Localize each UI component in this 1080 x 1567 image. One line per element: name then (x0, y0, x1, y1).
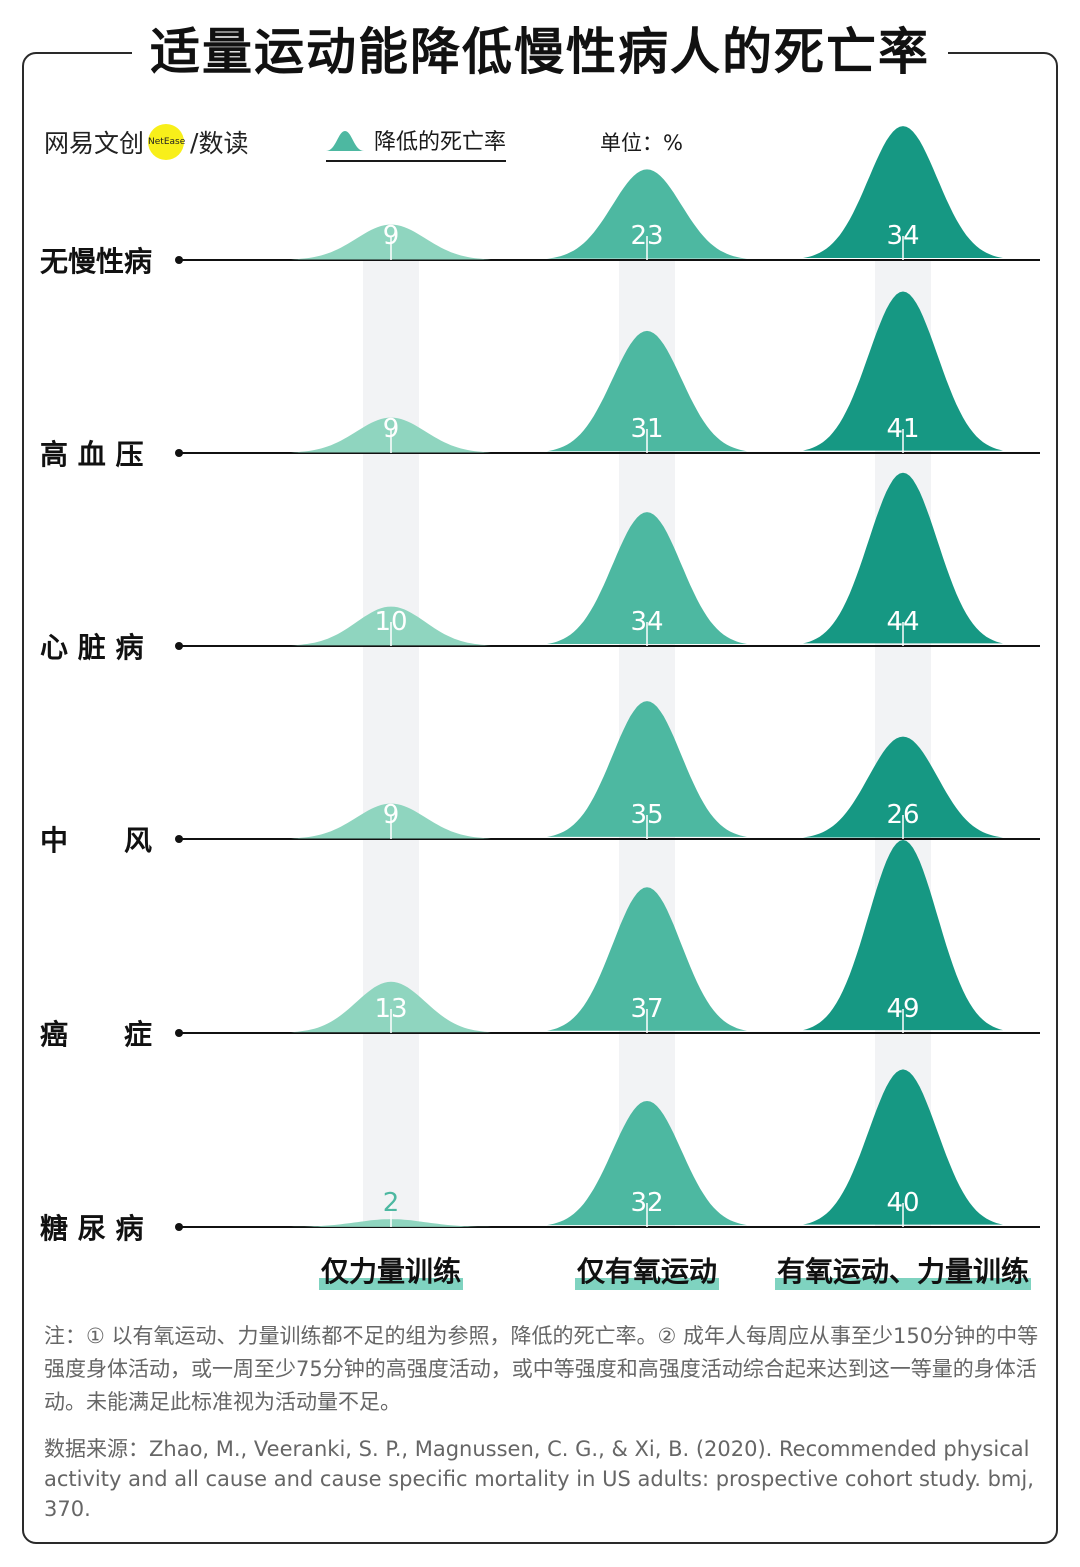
chart-title-wrap: 适量运动能降低慢性病人的死亡率 (0, 18, 1080, 86)
value-label: 9 (383, 414, 400, 444)
ridge-peak (803, 1069, 1003, 1225)
brand-left: 网易文创 (44, 129, 145, 158)
group-label: 仅有氧运动 (497, 1250, 797, 1290)
ridge-peak (803, 291, 1003, 451)
ridge-peak (547, 169, 747, 259)
data-source: 数据来源：Zhao, M., Veeranki, S. P., Magnusse… (44, 1437, 1034, 1521)
chart-notes: 注：① 以有氧运动、力量训练都不足的组为参照，降低的死亡率。② 成年人每周应从事… (44, 1324, 1039, 1414)
netease-badge: NetEase (148, 124, 185, 160)
ridgeline-chart: 无慢性病 9 23 34 高 血 压 9 31 41 心 脏 病 10 34 44 中 风 9 35 26 癌 … (40, 126, 1040, 1245)
unit-label: 单位：% (600, 131, 683, 155)
value-label: 9 (383, 221, 400, 251)
brand-right: 数读 (198, 129, 249, 158)
chart-title: 适量运动能降低慢性病人的死亡率 (132, 18, 948, 86)
value-label: 44 (886, 607, 919, 637)
value-label: 49 (886, 994, 919, 1024)
value-label: 40 (886, 1188, 919, 1218)
mountain-icon (326, 131, 364, 151)
value-label: 23 (630, 221, 663, 251)
column-band-1 (363, 260, 419, 1227)
category-label: 中 风 (40, 824, 152, 857)
brand-slash: / (190, 127, 199, 157)
value-label: 13 (374, 994, 407, 1024)
value-label: 26 (886, 800, 919, 830)
value-label: 41 (886, 414, 919, 444)
category-label: 高 血 压 (40, 438, 144, 471)
category-label: 心 脏 病 (40, 631, 144, 664)
category-label: 糖 尿 病 (40, 1212, 144, 1245)
ridge-peak (547, 1101, 747, 1226)
value-label: 35 (630, 800, 663, 830)
ridge-peak (547, 887, 747, 1031)
ridge-peak (803, 736, 1003, 838)
group-label-text: 仅力量训练 (318, 1250, 463, 1290)
ridge-peak (803, 472, 1003, 644)
ridge-peak (547, 701, 747, 837)
value-label: 34 (886, 221, 919, 251)
category-label: 无慢性病 (40, 245, 152, 278)
value-label: 2 (383, 1188, 400, 1218)
value-label: 32 (630, 1188, 663, 1218)
value-label: 31 (630, 414, 663, 444)
value-label: 34 (630, 607, 663, 637)
category-label: 癌 症 (40, 1018, 152, 1051)
group-label: 仅力量训练 (241, 1250, 541, 1290)
ridge-peak (803, 126, 1003, 258)
legend: 降低的死亡率 (326, 124, 507, 162)
group-label-text: 有氧运动、力量训练 (774, 1250, 1031, 1290)
group-label: 有氧运动、力量训练 (753, 1250, 1053, 1290)
legend-label: 降低的死亡率 (374, 130, 507, 155)
ridge-peak (803, 840, 1003, 1031)
ridge-peak (291, 981, 491, 1033)
group-label-text: 仅有氧运动 (574, 1250, 719, 1290)
brand-logo: 网易文创 NetEase / 数读 (44, 124, 248, 160)
value-label: 10 (374, 607, 407, 637)
value-label: 9 (383, 800, 400, 830)
value-label: 37 (630, 994, 663, 1024)
ridge-peak (547, 330, 747, 452)
ridge-peak (547, 512, 747, 644)
